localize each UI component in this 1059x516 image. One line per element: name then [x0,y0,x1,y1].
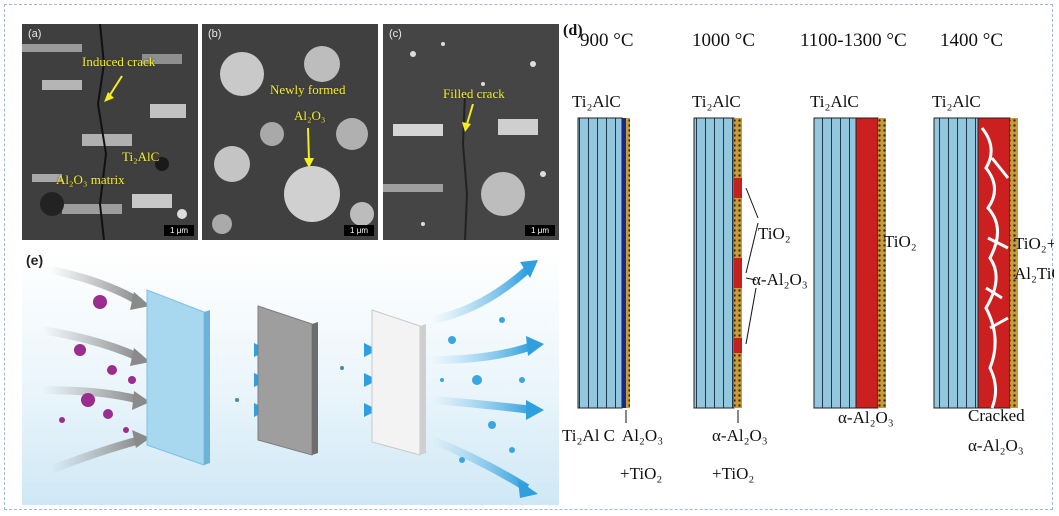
annotation-ti2alc: Ti₂AlC [122,149,160,164]
filtration-illustration [41,260,544,498]
temperature-1000: 1000 °C [692,30,756,51]
sem-panel-b-label: (b) [208,28,222,40]
annotation-filled-crack: Filled crack [443,86,505,101]
col2-bottom-tio2: +TiO₂ [712,464,755,483]
panel-d-label: (d) [563,22,583,39]
col3-bottom-alpha-al2o3: α-Al₂O₃ [838,408,894,427]
filter-panel-label: (e) [26,252,44,268]
annotation-newly-formed: Newly formed [270,82,346,97]
scale-bar: 1 μm [344,225,374,236]
col1-bottom-tio2: +TiO₂ [620,464,663,483]
col2-bottom-alpha-al2o3: α-Al₂O₃ [712,426,768,445]
sem-panel-c-label: (c) [389,28,402,40]
col4-bottom-cracked: Cracked [968,406,1025,425]
col3-ti2alc: Ti₂AlC [810,92,859,111]
sem-panel-a-label: (a) [28,28,42,40]
arrow-icon [304,128,314,168]
col2-ti2alc: Ti₂AlC [692,92,741,111]
col3-side-tio2: TiO₂ [884,232,917,251]
oxidation-layers [577,117,1018,423]
col1-bottom-ti2alc: Ti₂Al C [562,426,616,445]
figure-frame [4,4,1053,510]
temperature-1100-1300: 1100-1300 °C [800,30,907,51]
temperature-900: 900 °C [580,30,634,51]
oxidation-panel-d: (d) 900 °C 1000 °C 1100-1300 °C 1400 °C … [562,8,1054,510]
annotation-induced-crack: Induced crack [82,54,156,69]
col2-side-alpha-al2o3: α-Al₂O₃ [752,270,808,289]
sem-texture-a [22,24,198,240]
temperature-1400: 1400 °C [940,30,1004,51]
sem-panel-b: (b) Newly formed Al₂O₃ 1 μm [202,24,378,240]
scale-bar: 1 μm [525,225,555,236]
col2-side-tio2: TiO₂ [758,224,791,243]
sem-texture-c [383,24,559,240]
sem-texture-b [202,24,378,240]
arrow-icon [462,104,474,132]
col1-ti2alc: Ti₂AlC [572,92,621,111]
annotation-al2o3: Al₂O₃ [294,108,326,123]
sem-panel-a: (a) Induced crack Ti₂AlC Al₂O₃ matrix 1 … [22,24,198,240]
col4-side-tio2: TiO₂+ [1014,234,1054,253]
col4-ti2alc: Ti₂AlC [932,92,981,111]
scale-bar: 1 μm [164,225,194,236]
annotation-al2o3-matrix: Al₂O₃ matrix [56,172,125,187]
sem-panel-c: (c) Filled crack 1 μm [383,24,559,240]
col1-bottom-al2o3: Al₂O₃ [622,426,664,445]
filtration-panel-e: (e) [22,250,559,505]
col4-bottom-alpha-al2o3: α-Al₂O₃ [968,436,1024,455]
col4-side-al2tio: Al₂TiO [1014,264,1054,283]
arrow-icon [104,75,123,102]
